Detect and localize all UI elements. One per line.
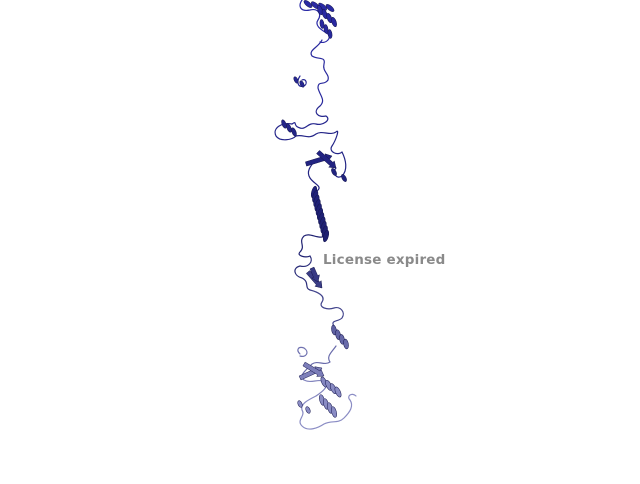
helix	[331, 324, 349, 350]
beta-strand	[302, 361, 325, 377]
helix	[297, 400, 311, 414]
coil-segment	[299, 395, 353, 430]
coil-segment	[301, 345, 337, 381]
helix	[293, 76, 305, 88]
coil-segment	[294, 255, 312, 291]
helix	[281, 119, 297, 137]
coil-segment	[307, 159, 320, 191]
helix	[317, 4, 337, 28]
helix	[320, 376, 342, 398]
beta-strand	[316, 150, 337, 169]
coil-segment	[309, 289, 344, 327]
helix	[319, 394, 337, 418]
coil-segment	[298, 234, 327, 258]
coil-segment	[291, 105, 329, 129]
helix	[319, 19, 333, 39]
coil-segment	[348, 393, 357, 401]
helix	[310, 185, 330, 243]
helix	[331, 168, 347, 182]
coil-segment	[297, 346, 308, 357]
coil-segment	[295, 130, 343, 155]
coil-segment	[310, 39, 329, 107]
beta-strand	[309, 266, 320, 283]
license-watermark: License expired	[323, 252, 446, 268]
